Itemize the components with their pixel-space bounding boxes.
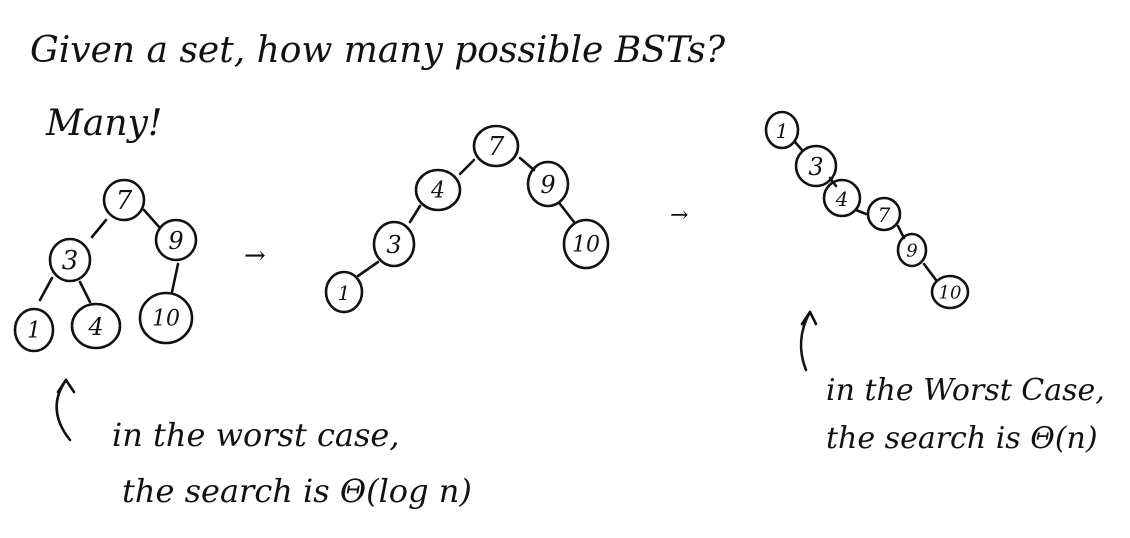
medium-tree: 7 4 9 3 10 1 (324, 124, 610, 314)
title-question: Given a set, how many possible BSTs? (30, 30, 726, 71)
tree-node: 4 (70, 302, 122, 350)
svg-text:9: 9 (540, 171, 555, 199)
tree-node: 9 (154, 218, 198, 262)
transform-arrow-icon: → (244, 241, 266, 271)
edge-4-7 (854, 208, 868, 216)
svg-text:10: 10 (939, 283, 962, 304)
svg-text:4: 4 (87, 313, 103, 341)
tree-node: 10 (930, 274, 970, 310)
tree-node: 3 (48, 237, 92, 283)
tree-node: 10 (562, 218, 610, 270)
svg-text:7: 7 (116, 186, 133, 216)
svg-text:4: 4 (835, 187, 849, 211)
tree-node: 7 (102, 178, 146, 222)
edge-7-4 (458, 158, 476, 176)
svg-text:7: 7 (488, 132, 505, 162)
tree-node: 7 (472, 124, 520, 168)
chain-complexity-label: the search is Θ(n) (826, 421, 1098, 456)
svg-text:9: 9 (906, 241, 917, 262)
tree-node: 1 (764, 110, 800, 150)
svg-text:10: 10 (572, 233, 600, 258)
chain-worst-case-label: in the Worst Case, (826, 373, 1105, 408)
tree-node: 4 (822, 178, 862, 218)
edge-7-9 (518, 156, 536, 172)
svg-text:7: 7 (878, 203, 891, 227)
edge-3-4 (78, 280, 92, 304)
tree-node: 1 (324, 270, 364, 314)
svg-text:1: 1 (27, 319, 41, 344)
edge-1-3 (793, 140, 804, 152)
svg-text:10: 10 (152, 307, 180, 332)
edge-7-9 (142, 208, 162, 230)
edge-7-3 (90, 218, 108, 239)
svg-text:3: 3 (62, 246, 79, 276)
svg-text:1: 1 (338, 281, 351, 305)
up-arrow-head-icon (56, 378, 76, 394)
edge-3-1 (356, 260, 380, 278)
edge-3-1 (38, 276, 54, 302)
tree-node: 9 (526, 160, 570, 208)
edge-4-3 (408, 204, 422, 224)
balanced-complexity-label: the search is Θ(log n) (122, 472, 472, 510)
svg-text:3: 3 (386, 231, 401, 259)
tree-node: 4 (414, 168, 462, 212)
title-answer: Many! (45, 103, 162, 144)
edge-9-10 (558, 202, 576, 224)
svg-text:4: 4 (430, 179, 445, 204)
transform-arrow-icon: → (670, 203, 688, 228)
edge-9-10 (170, 262, 180, 294)
balanced-annotation: in the worst case, the search is Θ(log n… (55, 378, 472, 510)
chain-annotation: in the Worst Case, the search is Θ(n) (799, 310, 1105, 456)
svg-text:1: 1 (776, 119, 789, 143)
tree-node: 9 (896, 232, 928, 268)
tree-node: 1 (13, 307, 55, 353)
balanced-tree: 7 3 9 1 4 10 (13, 178, 198, 353)
up-arrow-head-icon (800, 310, 818, 326)
balanced-worst-case-label: in the worst case, (112, 416, 400, 454)
tree-node: 3 (372, 220, 416, 268)
svg-text:3: 3 (808, 153, 823, 181)
edge-9-10 (922, 262, 938, 282)
svg-text:9: 9 (168, 227, 183, 255)
tree-node: 10 (138, 291, 194, 345)
tree-node: 3 (794, 144, 838, 188)
chain-tree: 1 3 4 7 9 10 (764, 110, 970, 310)
tree-node: 7 (866, 196, 902, 232)
